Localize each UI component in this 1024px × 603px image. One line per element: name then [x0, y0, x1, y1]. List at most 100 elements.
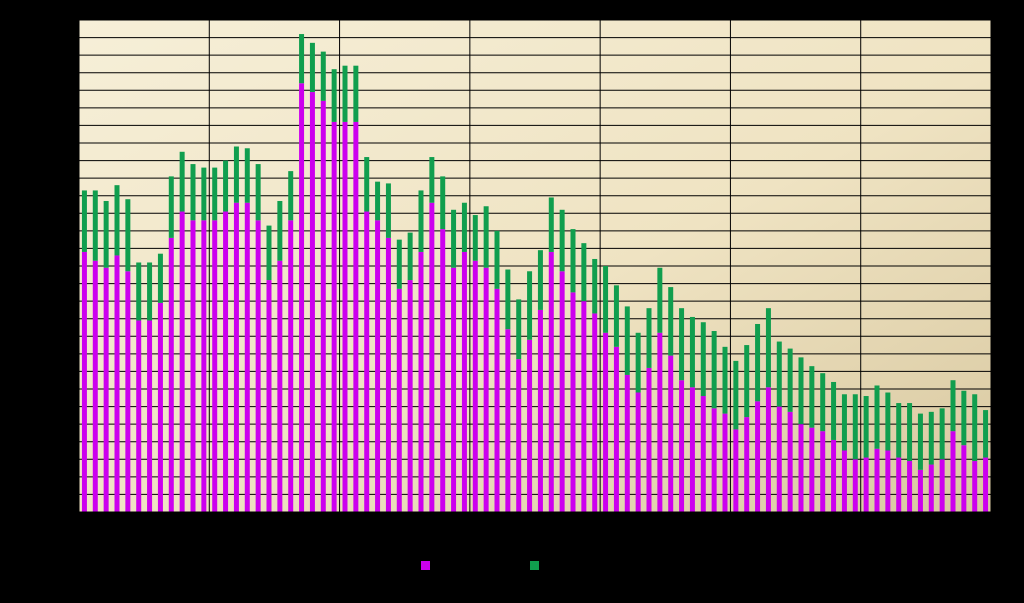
bar-series-1	[255, 220, 261, 513]
bar-series-1	[125, 271, 131, 512]
bar-series-1	[472, 260, 478, 512]
bar-series-1	[299, 83, 305, 512]
bar-series-1	[309, 92, 315, 513]
bar-series-1	[157, 302, 163, 512]
bar-series-2	[299, 34, 305, 84]
bar-series-1	[494, 288, 500, 512]
legend	[0, 556, 1024, 574]
bar-series-1	[429, 202, 435, 512]
bar-series-2	[190, 164, 196, 221]
bar-series-1	[809, 427, 815, 512]
bar-series-1	[657, 332, 663, 512]
bar-series-2	[494, 230, 500, 289]
bar-series-2	[451, 209, 457, 268]
bar-series-1	[907, 461, 913, 512]
bar-series-1	[755, 401, 761, 512]
bar-series-2	[755, 323, 761, 402]
bar-series-1	[581, 301, 587, 512]
bar-series-2	[787, 348, 793, 412]
bar-series-2	[233, 146, 239, 203]
bar-series-2	[396, 239, 402, 289]
bar-series-1	[342, 121, 348, 513]
bar-series-2	[81, 190, 87, 252]
bar-series-2	[928, 411, 934, 465]
bar-series-1	[679, 380, 685, 512]
bar-series-2	[657, 267, 663, 333]
bar-series-1	[961, 445, 967, 512]
bar-series-1	[559, 271, 565, 512]
bar-series-1	[744, 417, 750, 512]
bar-series-2	[983, 410, 989, 458]
bar-series-1	[624, 374, 630, 512]
bar-series-2	[516, 299, 522, 360]
bar-series-1	[233, 202, 239, 512]
bar-series-1	[733, 429, 739, 512]
bar-series-2	[92, 190, 98, 261]
bar-series-2	[147, 262, 153, 321]
bar-series-2	[277, 200, 283, 261]
bar-series-2	[266, 225, 272, 281]
bar-series-1	[592, 313, 598, 512]
bars-group	[81, 34, 989, 513]
horizontal-gridlines	[79, 37, 991, 495]
bar-series-1	[440, 229, 446, 512]
bar-series-1	[700, 396, 706, 512]
bar-series-2	[679, 308, 685, 381]
bar-series-2	[733, 360, 739, 430]
bar-series-1	[288, 220, 294, 513]
bar-series-2	[635, 332, 641, 393]
bar-series-1	[201, 220, 207, 513]
bar-series-1	[852, 459, 858, 512]
bar-series-2	[863, 396, 869, 458]
bar-series-2	[917, 413, 923, 470]
bar-series-1	[364, 211, 370, 512]
bar-series-2	[168, 176, 174, 238]
bar-series-1	[147, 320, 153, 512]
bar-series-1	[212, 220, 218, 513]
bar-series-1	[190, 220, 196, 513]
bar-series-2	[939, 408, 945, 460]
bar-series-2	[603, 266, 609, 333]
bar-series-2	[375, 181, 381, 221]
bar-series-2	[765, 308, 771, 388]
bar-series-2	[776, 341, 782, 407]
bar-series-1	[136, 320, 142, 512]
bar-series-1	[787, 411, 793, 512]
bar-series-2	[852, 394, 858, 460]
legend-swatch-series-2	[530, 560, 539, 570]
bar-series-1	[375, 220, 381, 513]
bar-series-2	[309, 42, 315, 93]
bar-series-2	[700, 322, 706, 397]
bar-series-1	[407, 280, 413, 512]
bar-series-1	[841, 450, 847, 512]
bar-series-1	[950, 431, 956, 512]
vertical-gridlines	[208, 20, 862, 512]
bar-series-2	[624, 306, 630, 375]
bar-series-1	[613, 346, 619, 512]
bar-series-1	[331, 121, 337, 513]
legend-swatch-series-1	[421, 560, 430, 570]
bar-series-1	[863, 457, 869, 512]
bar-series-1	[722, 413, 728, 512]
bar-series-1	[266, 280, 272, 512]
bar-series-2	[831, 381, 837, 440]
bar-series-2	[744, 345, 750, 418]
bar-series-2	[288, 171, 294, 221]
bar-series-2	[950, 380, 956, 432]
bar-series-1	[635, 392, 641, 512]
bar-series-2	[527, 271, 533, 340]
bar-series-2	[537, 250, 543, 310]
bar-series-2	[255, 164, 261, 221]
bar-series-1	[668, 355, 674, 512]
bar-series-1	[983, 457, 989, 512]
bar-series-1	[168, 237, 174, 512]
plot-frame	[78, 19, 992, 513]
bar-series-2	[483, 206, 489, 268]
bar-series-1	[646, 367, 652, 512]
bar-series-1	[831, 439, 837, 512]
bar-series-2	[668, 287, 674, 356]
bar-series-1	[548, 251, 554, 512]
bar-series-2	[223, 160, 229, 212]
bar-series-1	[917, 469, 923, 512]
bar-series-2	[961, 390, 967, 446]
